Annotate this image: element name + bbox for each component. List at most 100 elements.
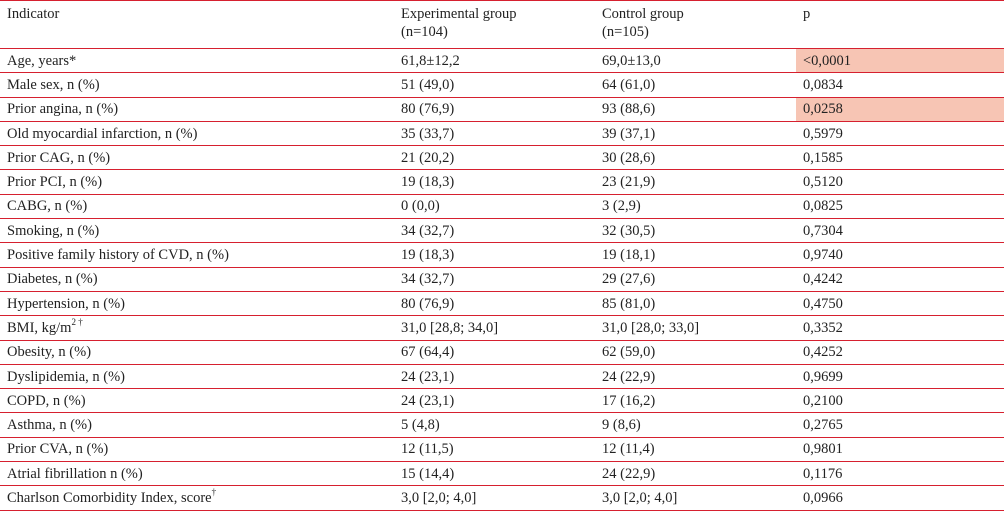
row-indicator-cell: Charlson Comorbidity Index, score† [0,485,394,511]
row-control-value: 64 (61,0) [595,72,796,98]
row-experimental-value: 15 (14,4) [394,461,595,487]
row-p-value-significant: 0,0258 [796,97,1004,122]
row-indicator-cell: Dyslipidemia, n (%) [0,364,394,390]
row-indicator-label: Old myocardial infarction, n (%) [7,125,198,142]
row-indicator-label: Charlson Comorbidity Index, score [7,489,212,506]
header-experimental-group: Experimental group (n=104) [394,0,595,49]
header-control-line2: (n=105) [602,24,649,40]
row-experimental-value: 5 (4,8) [394,412,595,438]
row-experimental-value: 35 (33,7) [394,121,595,147]
header-indicator: Indicator [0,0,394,49]
table-row: Smoking, n (%) 34 (32,7) 32 (30,5) 0,7304 [0,218,1004,244]
row-indicator-cell: CABG, n (%) [0,194,394,220]
row-indicator-cell: Old myocardial infarction, n (%) [0,121,394,147]
row-p-value: 0,0834 [796,72,1004,98]
row-p-value: 0,5120 [796,169,1004,195]
row-control-value: 3 (2,9) [595,194,796,220]
header-p-value: p [796,0,1004,49]
row-control-value: 9 (8,6) [595,412,796,438]
table-row: Positive family history of CVD, n (%) 19 … [0,242,1004,268]
row-experimental-value: 19 (18,3) [394,169,595,195]
row-indicator-label: Diabetes, n (%) [7,271,98,288]
row-experimental-value: 24 (23,1) [394,364,595,390]
row-p-value: 0,7304 [796,218,1004,244]
row-indicator-label: Prior angina, n (%) [7,101,119,118]
header-indicator-line1: Indicator [7,6,60,22]
row-experimental-value: 0 (0,0) [394,194,595,220]
row-indicator-label: BMI, kg/m [7,319,72,336]
row-indicator-cell: Smoking, n (%) [0,218,394,244]
baseline-characteristics-table: Indicator Experimental group (n=104) Con… [0,0,1004,511]
row-p-value: 0,9801 [796,437,1004,463]
row-indicator-cell: Prior PCI, n (%) [0,169,394,195]
row-indicator-superscript: 2 † [71,317,83,328]
row-p-value: 0,1176 [796,461,1004,487]
table-row: Prior CAG, n (%) 21 (20,2) 30 (28,6) 0,1585 [0,145,1004,171]
table-row: Hypertension, n (%) 80 (76,9) 85 (81,0) 0,4… [0,291,1004,317]
row-indicator-label: Male sex, n (%) [7,76,100,93]
row-indicator-label: Age, years* [7,52,77,69]
row-control-value: 30 (28,6) [595,145,796,171]
header-experimental-line1: Experimental group [401,6,517,22]
row-indicator-cell: Prior CVA, n (%) [0,437,394,463]
header-control-line1: Control group [602,6,684,22]
row-indicator-label: COPD, n (%) [7,392,86,409]
row-indicator-cell: Prior CAG, n (%) [0,145,394,171]
row-indicator-cell: Prior angina, n (%) [0,97,394,122]
row-indicator-cell: Diabetes, n (%) [0,267,394,292]
row-experimental-value: 21 (20,2) [394,145,595,171]
header-row: Indicator Experimental group (n=104) Con… [0,0,1004,49]
row-indicator-label: Atrial fibrillation n (%) [7,465,143,482]
table-row: Charlson Comorbidity Index, score† 3,0 [2… [0,485,1004,511]
row-control-value: 24 (22,9) [595,364,796,390]
row-control-value: 32 (30,5) [595,218,796,244]
table-row: CABG, n (%) 0 (0,0) 3 (2,9) 0,0825 [0,194,1004,220]
row-indicator-label: CABG, n (%) [7,198,88,215]
row-indicator-label: Dyslipidemia, n (%) [7,368,125,385]
row-experimental-value: 80 (76,9) [394,291,595,317]
row-p-value: 0,2765 [796,412,1004,438]
row-p-value: 0,9740 [796,242,1004,268]
row-indicator-cell: BMI, kg/m2 † [0,315,394,341]
table-body: Age, years* 61,8±12,2 69,0±13,0 <0,0001 Male… [0,48,1004,511]
header-p-line1: p [803,6,811,22]
row-p-value: 0,1585 [796,145,1004,171]
row-indicator-superscript: † [211,487,217,498]
row-p-value: 0,0966 [796,485,1004,511]
table-row: COPD, n (%) 24 (23,1) 17 (16,2) 0,2100 [0,388,1004,414]
row-p-value: 0,2100 [796,388,1004,414]
table-row: Prior CVA, n (%) 12 (11,5) 12 (11,4) 0,9801 [0,437,1004,463]
row-control-value: 93 (88,6) [595,97,796,122]
table-row: BMI, kg/m2 † 31,0 [28,8; 34,0] 31,0 [28,0;… [0,315,1004,341]
table-row: Old myocardial infarction, n (%) 35 (33,7… [0,121,1004,147]
row-control-value: 39 (37,1) [595,121,796,147]
row-p-value: 0,0825 [796,194,1004,220]
row-p-value: 0,9699 [796,364,1004,390]
row-control-value: 24 (22,9) [595,461,796,487]
row-control-value: 12 (11,4) [595,437,796,463]
row-p-value: 0,4750 [796,291,1004,317]
row-experimental-value: 34 (32,7) [394,218,595,244]
row-experimental-value: 31,0 [28,8; 34,0] [394,315,595,341]
row-indicator-cell: Asthma, n (%) [0,412,394,438]
row-control-value: 29 (27,6) [595,267,796,292]
row-experimental-value: 67 (64,4) [394,340,595,365]
row-indicator-label: Prior CAG, n (%) [7,149,111,166]
table-row: Prior PCI, n (%) 19 (18,3) 23 (21,9) 0,5120 [0,169,1004,195]
row-control-value: 17 (16,2) [595,388,796,414]
row-indicator-label: Asthma, n (%) [7,417,92,434]
row-p-value: 0,4252 [796,340,1004,365]
table-row: Prior angina, n (%) 80 (76,9) 93 (88,6) 0,0… [0,97,1004,122]
table-row: Atrial fibrillation n (%) 15 (14,4) 24 (22… [0,461,1004,487]
table-row: Dyslipidemia, n (%) 24 (23,1) 24 (22,9) 0,9… [0,364,1004,390]
row-indicator-cell: Atrial fibrillation n (%) [0,461,394,487]
row-control-value: 69,0±13,0 [595,48,796,74]
row-indicator-cell: Hypertension, n (%) [0,291,394,317]
row-control-value: 23 (21,9) [595,169,796,195]
header-experimental-line2: (n=104) [401,24,448,40]
row-indicator-label: Smoking, n (%) [7,222,100,239]
row-control-value: 19 (18,1) [595,242,796,268]
row-experimental-value: 34 (32,7) [394,267,595,292]
row-indicator-cell: Obesity, n (%) [0,340,394,365]
table-row: Asthma, n (%) 5 (4,8) 9 (8,6) 0,2765 [0,412,1004,438]
